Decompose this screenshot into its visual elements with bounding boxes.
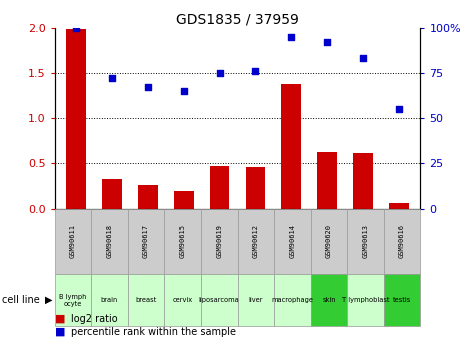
- Text: liver: liver: [248, 297, 263, 303]
- Text: GSM90615: GSM90615: [180, 225, 186, 258]
- Point: [359, 56, 367, 61]
- Point: [395, 106, 403, 112]
- Bar: [311, 274, 347, 326]
- Text: GSM90620: GSM90620: [326, 225, 332, 258]
- Point: [323, 39, 331, 45]
- Text: macrophage: macrophage: [271, 297, 314, 303]
- Bar: [201, 209, 238, 274]
- Bar: [164, 209, 201, 274]
- Bar: [274, 209, 311, 274]
- Text: GSM90618: GSM90618: [106, 225, 113, 258]
- Bar: [174, 190, 194, 209]
- Bar: [55, 209, 91, 274]
- Bar: [238, 274, 274, 326]
- Text: ■: ■: [55, 327, 65, 337]
- Point: [216, 70, 223, 76]
- Bar: [91, 274, 128, 326]
- Bar: [347, 274, 384, 326]
- Bar: [128, 274, 164, 326]
- Text: log2 ratio: log2 ratio: [71, 314, 118, 324]
- Point: [108, 76, 116, 81]
- Text: GSM90613: GSM90613: [362, 225, 369, 258]
- Bar: [209, 166, 229, 209]
- Bar: [102, 179, 122, 209]
- Bar: [353, 154, 373, 209]
- Point: [252, 68, 259, 74]
- Bar: [311, 209, 347, 274]
- Bar: [128, 209, 164, 274]
- Text: B lymph
ocyte: B lymph ocyte: [59, 294, 86, 307]
- Bar: [317, 152, 337, 209]
- Point: [144, 85, 152, 90]
- Text: ■: ■: [55, 314, 65, 324]
- Bar: [384, 274, 420, 326]
- Bar: [55, 274, 91, 326]
- Text: cell line: cell line: [2, 295, 40, 305]
- Text: GSM90614: GSM90614: [289, 225, 295, 258]
- Text: GSM90611: GSM90611: [70, 225, 76, 258]
- Text: liposarcoma: liposarcoma: [199, 297, 239, 303]
- Text: GSM90619: GSM90619: [216, 225, 222, 258]
- Bar: [91, 209, 128, 274]
- Bar: [281, 84, 301, 209]
- Point: [287, 34, 295, 39]
- Text: testis: testis: [393, 297, 411, 303]
- Bar: [66, 29, 86, 209]
- Bar: [164, 274, 201, 326]
- Text: brain: brain: [101, 297, 118, 303]
- Text: cervix: cervix: [172, 297, 193, 303]
- Text: GSM90617: GSM90617: [143, 225, 149, 258]
- Text: ▶: ▶: [45, 295, 53, 305]
- Bar: [138, 185, 158, 209]
- Text: T lymphoblast: T lymphoblast: [342, 297, 389, 303]
- Point: [72, 25, 80, 30]
- Text: GSM90616: GSM90616: [399, 225, 405, 258]
- Text: percentile rank within the sample: percentile rank within the sample: [71, 327, 236, 337]
- Bar: [246, 167, 266, 209]
- Bar: [384, 209, 420, 274]
- Bar: [389, 203, 408, 209]
- Text: breast: breast: [135, 297, 157, 303]
- Text: skin: skin: [322, 297, 336, 303]
- Bar: [347, 209, 384, 274]
- Point: [180, 88, 188, 94]
- Text: GSM90612: GSM90612: [253, 225, 259, 258]
- Bar: [201, 274, 238, 326]
- Title: GDS1835 / 37959: GDS1835 / 37959: [176, 12, 299, 27]
- Bar: [238, 209, 274, 274]
- Bar: [274, 274, 311, 326]
